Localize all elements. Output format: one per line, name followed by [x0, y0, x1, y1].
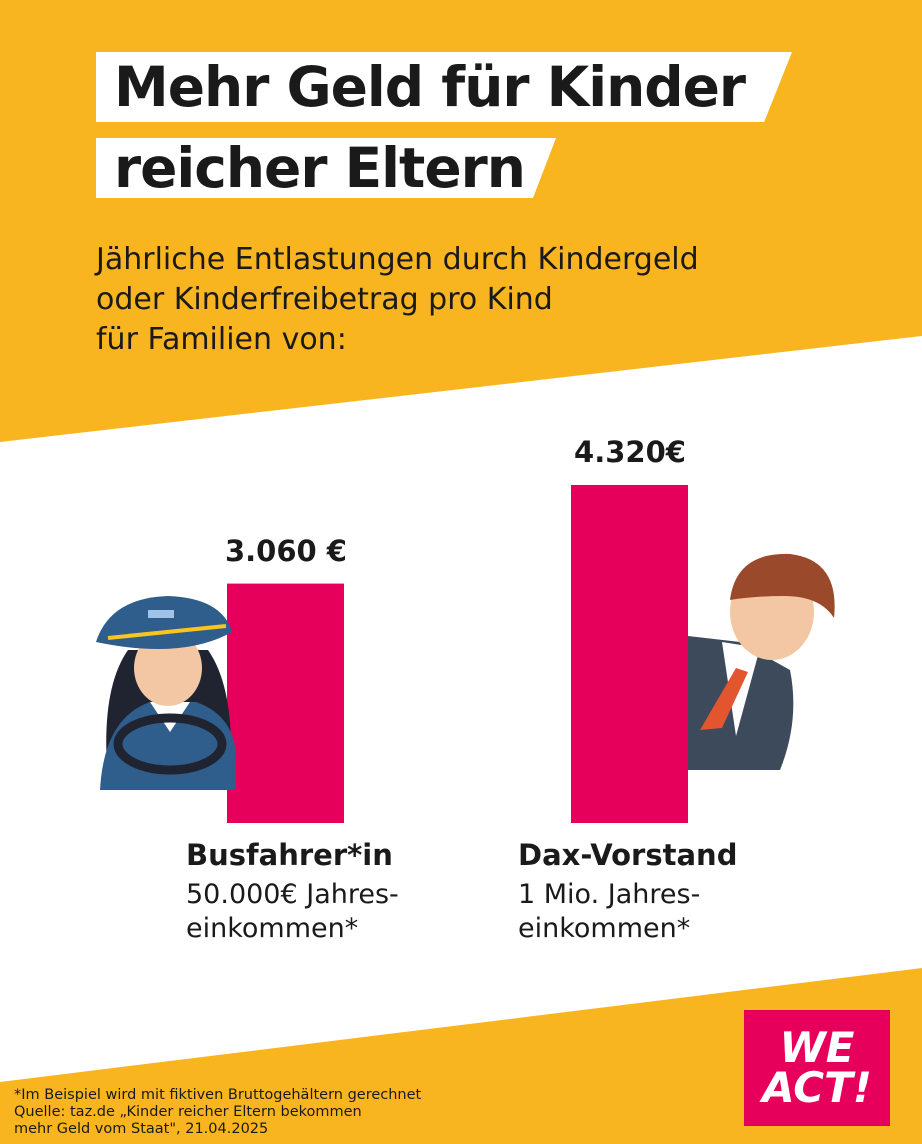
description-line: einkommen*	[186, 913, 359, 944]
bar-dax	[571, 485, 688, 823]
category-label-dax: Dax-Vorstand	[518, 838, 738, 872]
logo-line-1: WE	[779, 1023, 855, 1072]
description-line: 1 Mio. Jahres-	[518, 879, 701, 910]
footnote-line-1: *Im Beispiel wird mit fiktiven Bruttogeh…	[14, 1087, 422, 1103]
executive-icon	[688, 553, 835, 770]
subtitle-line-2: oder Kinderfreibetrag pro Kind	[96, 282, 553, 317]
description-line: 50.000€ Jahres-	[186, 879, 399, 910]
bus-driver-icon	[96, 596, 236, 790]
weact-logo: WE ACT!	[744, 1010, 890, 1126]
description-line: einkommen*	[518, 913, 691, 944]
title-line-2-text: reicher Eltern	[114, 135, 526, 200]
category-description-busfahrer: 50.000€ Jahres- einkommen*	[186, 878, 506, 946]
footnote-line-2: Quelle: taz.de „Kinder reicher Eltern be…	[14, 1104, 362, 1120]
category-label-busfahrer: Busfahrer*in	[186, 838, 393, 872]
title-line-1-text: Mehr Geld für Kinder	[114, 54, 746, 119]
bar-value-label-dax: 4.320€	[574, 435, 686, 469]
title-line-2: reicher Eltern	[96, 138, 556, 198]
white-diagonal-panel	[0, 336, 922, 1082]
subtitle-line-1: Jährliche Entlastungen durch Kindergeld	[96, 242, 699, 277]
title-line-1: Mehr Geld für Kinder	[96, 52, 792, 122]
footnote-line-3: mehr Geld vom Staat", 21.04.2025	[14, 1121, 269, 1137]
logo-line-2: ACT!	[762, 1063, 872, 1112]
subtitle-line-3: für Familien von:	[96, 322, 347, 357]
subtitle: Jährliche Entlastungen durch Kindergeld …	[96, 240, 816, 360]
bar-value-label-busfahrer: 3.060 €	[224, 533, 347, 568]
category-description-dax: 1 Mio. Jahres- einkommen*	[518, 878, 838, 946]
footnote: *Im Beispiel wird mit fiktiven Bruttogeh…	[14, 1087, 534, 1138]
bar-busfahrer	[227, 583, 344, 823]
